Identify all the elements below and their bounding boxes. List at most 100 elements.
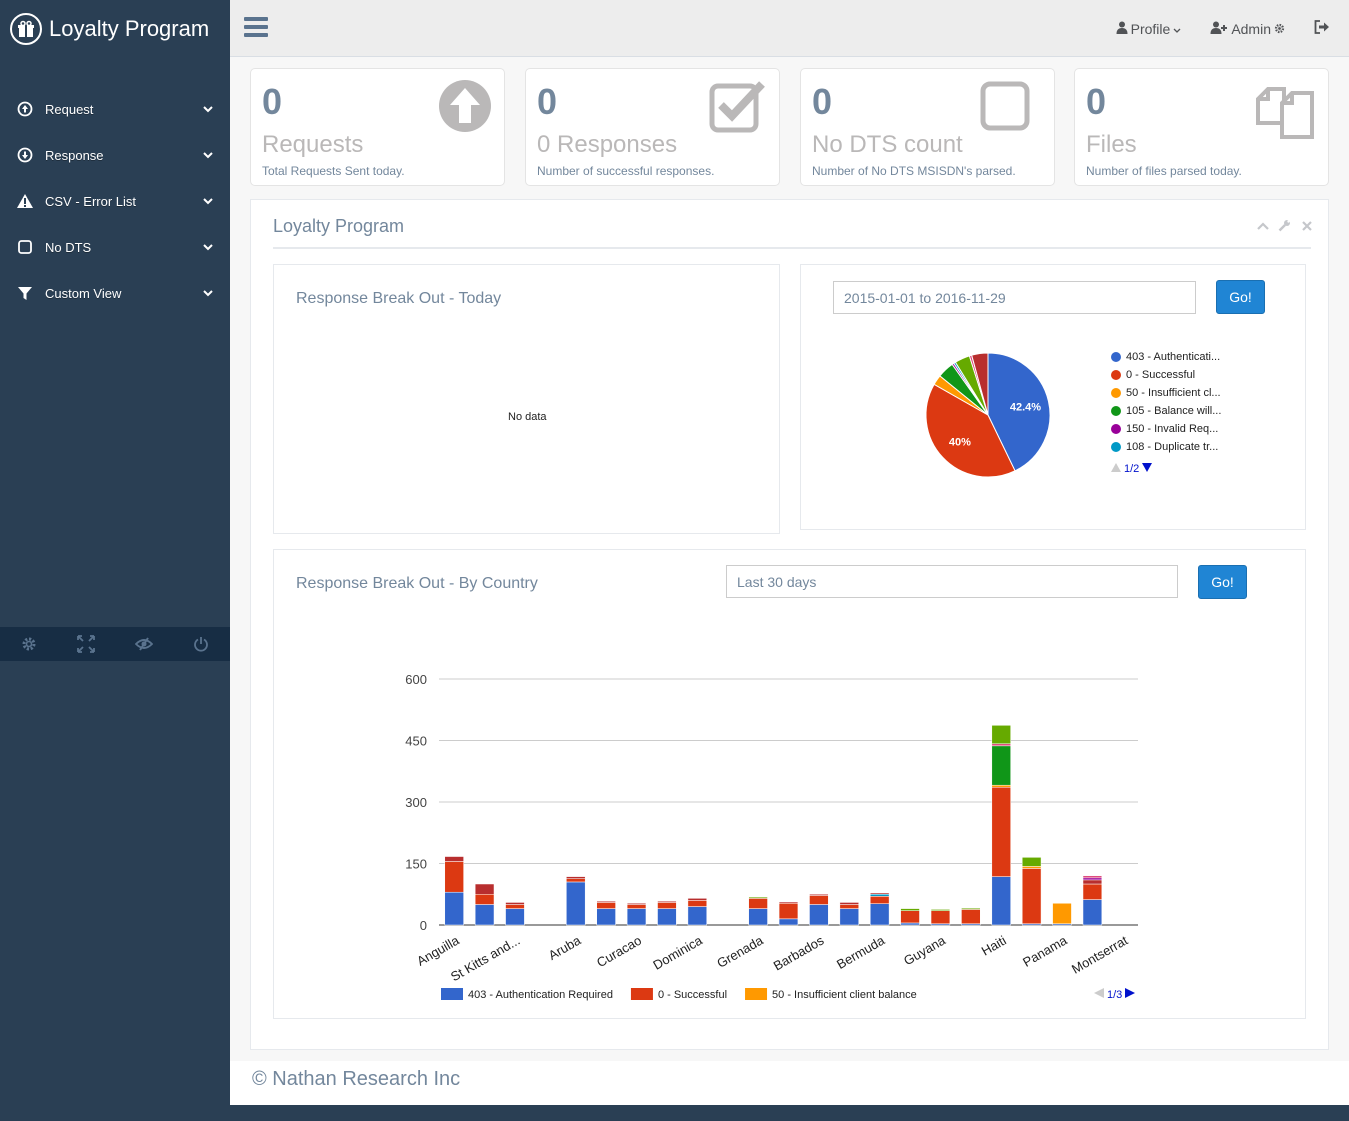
fullscreen-icon[interactable] xyxy=(58,627,116,661)
bar-segment[interactable] xyxy=(870,903,890,926)
bar-segment[interactable] xyxy=(930,909,951,911)
chevron-up-icon[interactable] xyxy=(1255,218,1270,233)
bar-segment[interactable] xyxy=(778,903,799,920)
bar-segment[interactable] xyxy=(626,908,647,926)
bar-segment[interactable] xyxy=(991,725,1011,745)
bar-segment[interactable] xyxy=(596,902,616,909)
bar-segment[interactable] xyxy=(474,894,495,905)
bar-segment[interactable] xyxy=(809,895,829,905)
bar-segment[interactable] xyxy=(626,903,647,905)
pie-slice[interactable] xyxy=(925,383,1016,478)
bar-segment[interactable] xyxy=(1082,883,1103,900)
sidebar-item-custom-view[interactable]: Custom View xyxy=(0,270,230,316)
bar-segment[interactable] xyxy=(809,894,829,896)
bar-segment[interactable] xyxy=(505,908,525,926)
bar-segment[interactable] xyxy=(870,892,890,895)
bar-segment[interactable] xyxy=(596,900,616,903)
pie-legend-item[interactable]: 150 - Invalid Req... xyxy=(1111,423,1218,435)
bar-segment[interactable] xyxy=(444,856,464,862)
brand[interactable]: Loyalty Program xyxy=(0,0,230,58)
bar-segment[interactable] xyxy=(778,901,799,904)
sidebar-item-csv-error-list[interactable]: CSV - Error List xyxy=(0,178,230,224)
pie-slice[interactable] xyxy=(987,352,1051,472)
bar-segment[interactable] xyxy=(991,743,1011,747)
logout-button[interactable] xyxy=(1314,20,1333,37)
bar-segment[interactable] xyxy=(687,906,707,926)
bar-segment[interactable] xyxy=(474,904,495,926)
pie-legend-item[interactable]: 50 - Insufficient cl... xyxy=(1111,387,1221,399)
bar-segment[interactable] xyxy=(626,904,647,909)
menu-toggle-icon[interactable] xyxy=(244,17,268,39)
bar-segment[interactable] xyxy=(748,896,768,899)
pie-legend-item[interactable]: 105 - Balance will... xyxy=(1111,405,1221,417)
bar-segment[interactable] xyxy=(474,883,495,895)
bar-segment[interactable] xyxy=(1082,879,1103,885)
close-icon[interactable] xyxy=(1299,218,1314,233)
bar-segment[interactable] xyxy=(991,745,1011,786)
country-go-button[interactable]: Go! xyxy=(1198,565,1247,599)
legend-label[interactable]: 0 - Successful xyxy=(658,989,727,1001)
sidebar-item-response[interactable]: Response xyxy=(0,132,230,178)
bar-segment[interactable] xyxy=(566,881,586,926)
bar-segment[interactable] xyxy=(1021,866,1042,869)
bar-segment[interactable] xyxy=(991,876,1011,926)
bar-segment[interactable] xyxy=(991,786,1011,877)
sidebar-item-no-dts[interactable]: No DTS xyxy=(0,224,230,270)
bar-segment[interactable] xyxy=(687,898,707,901)
bar-segment[interactable] xyxy=(930,910,951,925)
bar-segment[interactable] xyxy=(1021,857,1042,867)
go-button[interactable]: Go! xyxy=(1216,280,1265,314)
bar-segment[interactable] xyxy=(687,900,707,907)
date-range-input[interactable]: 2015-01-01 to 2016-11-29 xyxy=(833,281,1196,314)
pager-next-icon[interactable] xyxy=(1125,988,1136,1001)
bar-segment[interactable] xyxy=(505,902,525,905)
bar-segment[interactable] xyxy=(839,902,859,905)
bar-segment[interactable] xyxy=(991,784,1011,788)
legend-label[interactable]: 50 - Insufficient client balance xyxy=(772,989,917,1001)
bar-segment[interactable] xyxy=(444,861,464,893)
bar-segment[interactable] xyxy=(809,904,829,926)
profile-menu[interactable]: Profile xyxy=(1116,21,1185,37)
pager-next-icon[interactable] xyxy=(1142,463,1153,475)
bar-segment[interactable] xyxy=(900,908,920,911)
bar-segment[interactable] xyxy=(657,900,677,903)
bar-segment[interactable] xyxy=(1021,868,1042,925)
bar-segment[interactable] xyxy=(444,891,464,926)
pie-legend-item[interactable]: 0 - Successful xyxy=(1111,369,1195,381)
wrench-icon[interactable] xyxy=(1277,218,1292,233)
bar-segment[interactable] xyxy=(961,909,981,925)
pie-legend-item[interactable]: 403 - Authenticati... xyxy=(1111,351,1220,363)
pie-legend-item[interactable]: 108 - Duplicate tr... xyxy=(1111,441,1218,453)
bar-segment[interactable] xyxy=(566,878,586,883)
admin-menu[interactable]: Admin xyxy=(1210,21,1288,37)
bar-segment[interactable] xyxy=(596,908,616,926)
bar-segment[interactable] xyxy=(1082,899,1103,926)
bar-segment[interactable] xyxy=(1082,875,1103,879)
bar-segment[interactable] xyxy=(839,908,859,926)
bar-segment[interactable] xyxy=(1082,877,1103,881)
bar-segment[interactable] xyxy=(870,896,890,904)
country-date-input[interactable]: Last 30 days xyxy=(726,565,1178,598)
gear-icon[interactable] xyxy=(0,627,58,661)
bar-segment[interactable] xyxy=(839,904,859,909)
bar-segment[interactable] xyxy=(748,898,768,909)
sidebar-item-request[interactable]: Request xyxy=(0,86,230,132)
bar-segment[interactable] xyxy=(900,922,920,926)
bar-segment[interactable] xyxy=(748,908,768,926)
footer: © Nathan Research Inc xyxy=(230,1061,1349,1105)
bar-segment[interactable] xyxy=(657,902,677,909)
bar-segment[interactable] xyxy=(900,910,920,924)
bar-segment[interactable] xyxy=(657,908,677,926)
bar-segment[interactable] xyxy=(961,907,981,910)
pager-prev-icon[interactable] xyxy=(1111,463,1121,475)
pie-slice[interactable] xyxy=(971,352,989,416)
power-icon[interactable] xyxy=(173,627,231,661)
bar-segment[interactable] xyxy=(1052,903,1072,925)
bar-segment[interactable] xyxy=(778,918,799,926)
bar-segment[interactable] xyxy=(870,894,890,897)
bar-segment[interactable] xyxy=(505,904,525,909)
bar-segment[interactable] xyxy=(566,876,586,879)
pager-prev-icon[interactable] xyxy=(1094,988,1104,1001)
eye-slash-icon[interactable] xyxy=(115,627,173,661)
legend-label[interactable]: 403 - Authentication Required xyxy=(468,989,613,1001)
